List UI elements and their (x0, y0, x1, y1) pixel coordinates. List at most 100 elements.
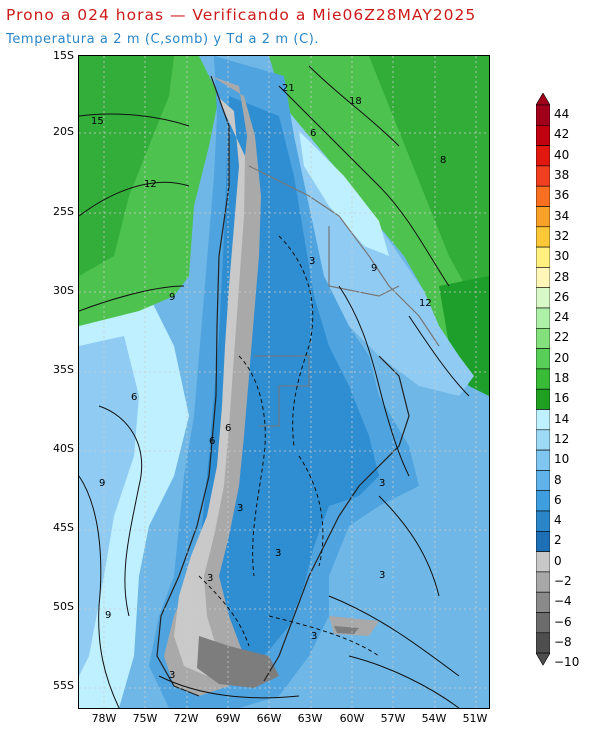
contour-label: 3 (275, 548, 281, 559)
colorbar-swatch (536, 104, 550, 126)
contour-label: 9 (371, 263, 377, 274)
lon-label-75w: 75W (132, 712, 158, 725)
dewpoint-negative-contours (198, 235, 380, 657)
colorbar-swatch (536, 246, 550, 268)
colorbar-swatch (536, 307, 550, 329)
contour-label: 3 (169, 670, 175, 681)
colorbar-tick-label: −4 (554, 594, 572, 609)
colorbar-tick-label: 38 (554, 168, 570, 183)
contour-label: 3 (311, 631, 317, 642)
contour-label: 6 (209, 436, 215, 447)
colorbar-tick-label: 24 (554, 310, 570, 325)
malvinas-core (334, 626, 359, 634)
colorbar-tick-label: 20 (554, 350, 570, 365)
lat-label-25s: 25S (53, 205, 74, 218)
lon-label-66w: 66W (256, 712, 282, 725)
contour-label: 9 (105, 610, 111, 621)
colorbar-swatch (536, 328, 550, 349)
colorbar-swatch (536, 470, 550, 491)
colorbar-swatch (536, 551, 550, 573)
colorbar-tick-label: 40 (554, 147, 570, 162)
colorbar-tick-label: 30 (554, 249, 570, 264)
contour-label: 6 (310, 128, 316, 139)
contour-label: 3 (237, 503, 243, 514)
colorbar-tick-label: 32 (554, 228, 570, 243)
cool-band-east (299, 131, 389, 256)
lat-label-45s: 45S (53, 521, 74, 534)
contour-label: 15 (91, 116, 104, 127)
graticule (79, 56, 489, 708)
lon-label-69w: 69W (215, 712, 241, 725)
colorbar-swatch (536, 226, 550, 248)
colorbar-swatch (536, 206, 550, 228)
colorbar-swatch (536, 612, 550, 634)
map-title: Prono a 024 horas — Verificando a Mie06Z… (6, 6, 477, 24)
colorbar-tick-label: 10 (554, 452, 570, 467)
colorbar-swatch (536, 267, 550, 288)
contour-label: 12 (419, 298, 432, 309)
contour-label: 12 (144, 179, 157, 190)
colorbar-tick-label: 8 (554, 472, 562, 487)
lat-label-20s: 20S (53, 125, 74, 138)
contour-label: 8 (440, 155, 446, 166)
colorbar-tick-label: 2 (554, 533, 562, 548)
lon-label-51w: 51W (462, 712, 488, 725)
lat-label-50s: 50S (53, 600, 74, 613)
colorbar-tick-label: 26 (554, 289, 570, 304)
colorbar-tick-label: 14 (554, 411, 570, 426)
andes-light (174, 96, 245, 676)
colorbar-tick-label: −10 (554, 655, 580, 670)
colorbar-swatch (536, 632, 550, 654)
colorbar-tick-label: 4 (554, 513, 562, 528)
colorbar-tick-label: 44 (554, 107, 570, 122)
colorbar-tick-label: 16 (554, 391, 570, 406)
colorbar-top-arrow (536, 93, 550, 106)
lon-label-54w: 54W (421, 712, 447, 725)
colorbar-swatch (536, 490, 550, 512)
contour-label: 9 (169, 292, 175, 303)
province-borders (254, 355, 310, 427)
contour-label: 18 (349, 96, 362, 107)
lat-label-15s: 15S (53, 49, 74, 62)
colorbar-swatch (536, 591, 550, 613)
contour-labels: 15 12 9 21 18 6 3 9 12 6 6 3 3 3 3 3 9 3… (91, 83, 446, 681)
lat-label-30s: 30S (53, 284, 74, 297)
colorbar-swatch (536, 510, 550, 532)
contour-label: 3 (207, 573, 213, 584)
map-subtitle: Temperatura a 2 m (C,somb) y Td a 2 m (C… (6, 32, 320, 47)
colorbar-swatch (536, 287, 550, 309)
colorbar-swatch (536, 185, 550, 207)
lat-label-55s: 55S (53, 679, 74, 692)
contour-label: 21 (282, 83, 295, 94)
colorbar-swatch (536, 165, 550, 187)
colorbar-tick-label: −8 (554, 634, 572, 649)
warm-brazil-core (369, 56, 489, 316)
lon-label-72w: 72W (173, 712, 199, 725)
contour-label: 3 (309, 256, 315, 267)
colorbar-tick-label: −2 (554, 574, 572, 589)
map-canvas: 15 12 9 21 18 6 3 9 12 6 6 3 3 3 3 3 9 3… (79, 56, 489, 708)
dewpoint-contours (79, 65, 470, 708)
lat-label-40s: 40S (53, 442, 74, 455)
colorbar-swatch (536, 449, 550, 471)
colorbar-tick-label: 42 (554, 127, 570, 142)
contour-label: 6 (131, 392, 137, 403)
forecast-map: 15 12 9 21 18 6 3 9 12 6 6 3 3 3 3 3 9 3… (78, 55, 490, 709)
border-bolivia (248, 165, 440, 347)
colorbar-swatch (536, 530, 550, 552)
colorbar-swatch (536, 368, 550, 390)
colorbar-tick-label: 36 (554, 188, 570, 203)
colorbar-swatch (536, 571, 550, 593)
lon-label-78w: 78W (91, 712, 117, 725)
colorbar-tick-label: 34 (554, 208, 570, 223)
colorbar-tick-label: 28 (554, 269, 570, 284)
contour-label: 9 (99, 478, 105, 489)
colorbar-swatch (536, 409, 550, 431)
contour-label: 3 (379, 570, 385, 581)
lon-label-60w: 60W (339, 712, 365, 725)
colorbar-tick-label: 18 (554, 371, 570, 386)
atlantic-coastline (263, 355, 410, 682)
colorbar-tick-label: 0 (554, 553, 562, 568)
andes-freezing (164, 76, 261, 696)
colorbar-bottom-arrow (536, 652, 550, 666)
